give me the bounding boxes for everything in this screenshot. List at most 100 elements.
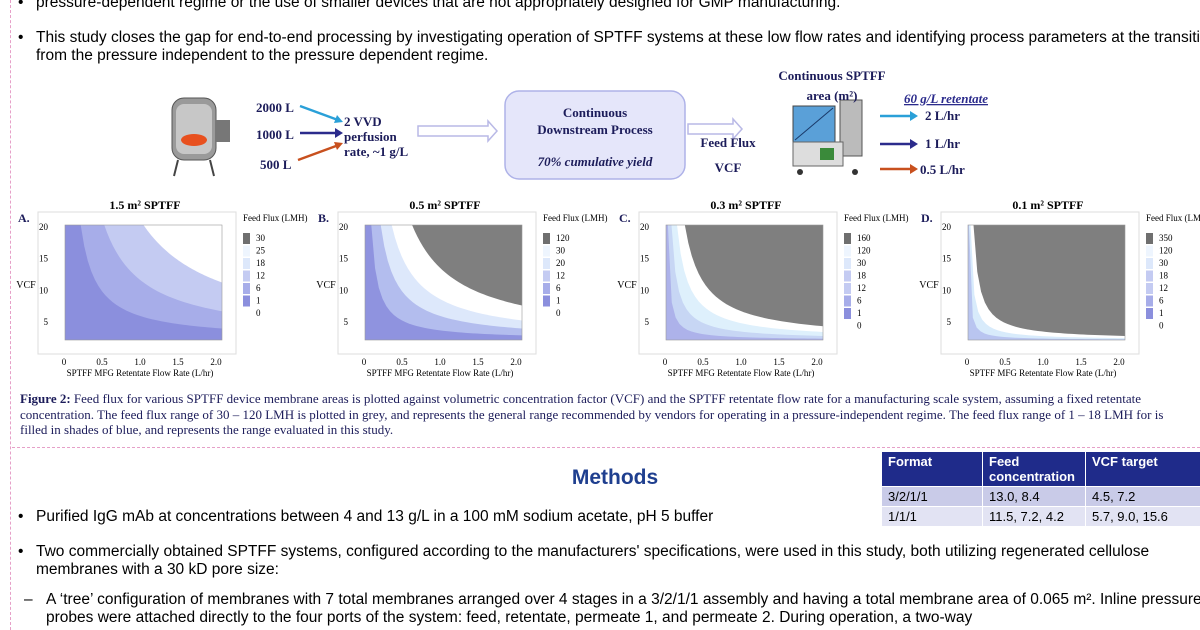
legend-swatch — [844, 258, 851, 269]
process-title: Continuous Downstream Process — [537, 105, 652, 137]
flux-region — [684, 225, 823, 327]
x-tick-label: 1.5 — [1075, 357, 1087, 367]
legend-value: 12 — [556, 271, 565, 281]
volume-label: 500 L — [260, 157, 292, 172]
legend-value: 6 — [556, 283, 561, 293]
legend-swatch — [1146, 295, 1153, 307]
arrow-head — [910, 164, 918, 174]
x-axis-label: SPTFF MFG Retentate Flow Rate (L/hr) — [668, 368, 815, 378]
legend-swatch — [243, 258, 250, 269]
panel-letter: B. — [318, 211, 329, 225]
legend-value: 350 — [1159, 233, 1173, 243]
section-divider — [12, 447, 1200, 448]
table-header-cell: VCF target — [1085, 451, 1200, 487]
legend-value: 6 — [857, 296, 862, 306]
conditions-table: Format Feed concentration VCF target 3/2… — [881, 451, 1200, 527]
legend-value: 1 — [256, 296, 261, 306]
x-tick-label: 1.0 — [434, 357, 446, 367]
legend-swatch — [844, 245, 851, 257]
legend-swatch — [243, 295, 250, 307]
x-tick-label: 0 — [62, 357, 67, 367]
perfusion-label: 2 VVD perfusion rate, ~1 g/L — [344, 114, 409, 159]
vcf-label: VCF — [715, 160, 742, 175]
y-tick-label: 15 — [942, 254, 952, 264]
rate-label: 0.5 L/hr — [920, 162, 965, 177]
table-cell: 4.5, 7.2 — [1085, 486, 1200, 507]
panel-letter: A. — [18, 211, 30, 225]
legend-swatch — [844, 295, 851, 307]
y-tick-label: 20 — [640, 222, 650, 232]
legend-swatch — [1146, 270, 1153, 282]
x-tick-label: 0.5 — [96, 357, 108, 367]
legend-value: 6 — [256, 283, 261, 293]
legend-title: Feed Flux (LMH) — [844, 213, 909, 223]
legend-value: 30 — [556, 246, 566, 256]
x-tick-label: 0 — [362, 357, 367, 367]
y-axis-label: VCF — [919, 280, 939, 291]
legend-swatch — [844, 233, 851, 244]
panel-letter: C. — [619, 211, 631, 225]
plot-area — [967, 224, 1126, 341]
arrow — [299, 104, 339, 122]
bioreactor-icon — [171, 97, 230, 177]
legend-value: 0 — [1159, 321, 1164, 331]
caption-label: Figure 2: — [20, 391, 71, 406]
legend-value: 18 — [857, 271, 867, 281]
legend-value: 1 — [857, 308, 862, 318]
legend-value: 25 — [256, 246, 266, 256]
sptff-area-label: Continuous SPTFF area (m²) — [778, 68, 886, 103]
legend-value: 120 — [857, 246, 871, 256]
legend-value: 20 — [556, 258, 566, 268]
legend-swatch — [844, 308, 851, 319]
arrow-head — [910, 139, 918, 149]
process-box — [504, 90, 686, 180]
table-row: 3/2/1/1 13.0, 8.4 4.5, 7.2 — [881, 486, 1200, 507]
plot-frame — [37, 211, 237, 355]
y-tick-label: 20 — [339, 222, 349, 232]
legend-swatch — [243, 283, 250, 294]
legend-title: Feed Flux (LMH) — [243, 213, 308, 223]
x-tick-label: 1.5 — [172, 357, 184, 367]
legend-swatch — [844, 270, 851, 282]
x-tick-label: 0.5 — [396, 357, 408, 367]
arrow-head — [335, 128, 343, 138]
legend-value: 0 — [857, 321, 862, 331]
y-tick-label: 5 — [344, 317, 349, 327]
legend-swatch — [543, 270, 550, 282]
legend-value: 0 — [556, 308, 561, 318]
table-cell: 5.7, 9.0, 15.6 — [1085, 506, 1200, 527]
margin-line — [10, 0, 11, 630]
table-cell: 11.5, 7.2, 4.2 — [982, 506, 1086, 527]
legend-swatch — [1146, 258, 1153, 269]
legend-value: 12 — [256, 271, 265, 281]
legend-swatch — [1146, 283, 1153, 294]
arrow — [297, 144, 337, 162]
y-tick-label: 15 — [339, 254, 349, 264]
caption-text: Feed flux for various SPTFF device membr… — [20, 391, 1164, 437]
legend-value: 30 — [256, 233, 266, 243]
y-tick-label: 5 — [947, 317, 952, 327]
arrow-head — [910, 111, 918, 121]
flux-region — [973, 225, 1125, 336]
legend-swatch — [1146, 320, 1153, 332]
x-tick-label: 1.0 — [134, 357, 146, 367]
table-cell: 13.0, 8.4 — [982, 486, 1086, 507]
volume-label: 2000 L — [256, 100, 294, 115]
legend-value: 1 — [556, 296, 561, 306]
legend-value: 0 — [256, 308, 261, 318]
process-yield: 70% cumulative yield — [538, 154, 653, 169]
legend-swatch — [1146, 245, 1153, 257]
y-tick-label: 20 — [39, 222, 49, 232]
legend-value: 18 — [1159, 271, 1169, 281]
x-tick-label: 2.0 — [1113, 357, 1125, 367]
section-heading: Methods — [571, 466, 659, 489]
y-axis-label: VCF — [316, 280, 336, 291]
legend-swatch — [543, 308, 550, 319]
table-header-cell: Format — [881, 451, 983, 487]
legend-swatch — [543, 295, 550, 307]
legend-title: Feed Flux (LMH) — [1146, 213, 1200, 223]
legend-swatch — [1146, 308, 1153, 319]
table-row: 1/1/1 11.5, 7.2, 4.2 5.7, 9.0, 15.6 — [881, 506, 1200, 527]
